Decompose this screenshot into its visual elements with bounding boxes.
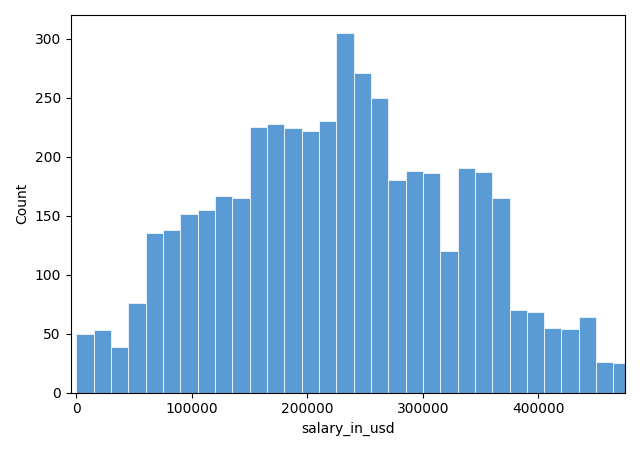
Bar <box>232 198 250 392</box>
Bar <box>267 124 284 392</box>
Bar <box>614 363 631 392</box>
Bar <box>579 317 596 392</box>
Bar <box>180 214 198 392</box>
Bar <box>631 381 640 392</box>
Bar <box>527 313 544 392</box>
Bar <box>440 251 458 392</box>
Bar <box>544 328 561 392</box>
Bar <box>336 33 354 392</box>
Y-axis label: Count: Count <box>15 183 29 225</box>
Bar <box>406 171 423 392</box>
Bar <box>354 73 371 392</box>
Bar <box>475 172 492 392</box>
Bar <box>111 346 129 392</box>
Bar <box>596 362 614 392</box>
Bar <box>561 329 579 392</box>
Bar <box>198 210 215 392</box>
Bar <box>146 233 163 392</box>
X-axis label: salary_in_usd: salary_in_usd <box>301 422 395 436</box>
Bar <box>76 334 93 392</box>
Bar <box>492 198 509 392</box>
Bar <box>423 173 440 392</box>
Bar <box>163 230 180 392</box>
Bar <box>215 196 232 392</box>
Bar <box>301 131 319 392</box>
Bar <box>458 168 475 392</box>
Bar <box>250 127 267 392</box>
Bar <box>371 97 388 392</box>
Bar <box>509 310 527 392</box>
Bar <box>284 128 301 392</box>
Bar <box>129 303 146 392</box>
Bar <box>388 180 406 392</box>
Bar <box>319 121 336 392</box>
Bar <box>93 330 111 392</box>
